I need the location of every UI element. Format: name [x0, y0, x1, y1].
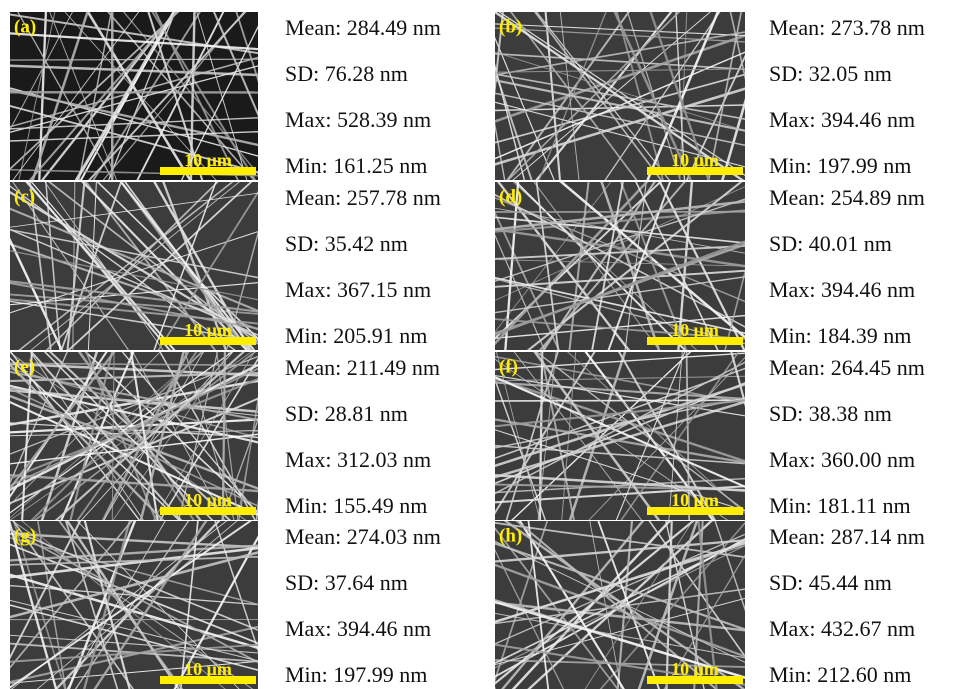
panel-label: (d): [499, 186, 522, 207]
scale-bar-label: 10 μm: [671, 150, 719, 170]
stat-text: Max: 432.67 nm: [769, 616, 915, 641]
panel-label: (e): [14, 356, 35, 377]
scale-bar-label: 10 μm: [184, 659, 232, 679]
stat-text: SD: 37.64 nm: [285, 570, 408, 595]
figure: (a) 10 μm Mean: 284.49 nm SD: 76.28 nm Max: …: [0, 0, 959, 689]
stat-text: SD: 40.01 nm: [769, 231, 892, 256]
stat-text: Max: 528.39 nm: [285, 107, 431, 132]
panel-label: (c): [14, 186, 35, 207]
stat-text: Mean: 287.14 nm: [769, 524, 925, 549]
stat-text: Min: 197.99 nm: [285, 662, 427, 687]
stat-text: SD: 45.44 nm: [769, 570, 892, 595]
page: (a) 10 μm Mean: 284.49 nm SD: 76.28 nm Max: …: [0, 0, 959, 689]
stat-text: Max: 394.46 nm: [285, 616, 431, 641]
panel-label: (g): [14, 525, 36, 546]
panel-label: (b): [499, 16, 522, 37]
stat-text: Mean: 273.78 nm: [769, 15, 925, 40]
stat-text: Max: 394.46 nm: [769, 107, 915, 132]
panel-label: (a): [14, 16, 36, 37]
stat-text: SD: 76.28 nm: [285, 61, 408, 86]
scale-bar-label: 10 μm: [671, 659, 719, 679]
scale-bar-label: 10 μm: [671, 320, 719, 340]
stat-text: Min: 155.49 nm: [285, 493, 427, 518]
stat-text: Min: 205.91 nm: [285, 323, 427, 348]
stat-text: Min: 181.11 nm: [769, 493, 911, 518]
stat-text: Mean: 274.03 nm: [285, 524, 441, 549]
scale-bar-label: 10 μm: [184, 490, 232, 510]
stat-text: Max: 312.03 nm: [285, 447, 431, 472]
stat-text: SD: 38.38 nm: [769, 401, 892, 426]
stat-text: Min: 197.99 nm: [769, 153, 911, 178]
fiber: [747, 501, 749, 689]
scale-bar-label: 10 μm: [184, 320, 232, 340]
fiber: [456, 501, 499, 689]
scale-bar-label: 10 μm: [671, 490, 719, 510]
panel-label: (f): [499, 356, 518, 377]
stat-text: SD: 35.42 nm: [285, 231, 408, 256]
stat-text: Mean: 211.49 nm: [285, 355, 440, 380]
stat-text: Min: 184.39 nm: [769, 323, 911, 348]
stat-text: Min: 161.25 nm: [285, 153, 427, 178]
stat-text: SD: 28.81 nm: [285, 401, 408, 426]
stat-text: Max: 360.00 nm: [769, 447, 915, 472]
stat-text: Min: 212.60 nm: [769, 662, 911, 687]
panel-label: (h): [499, 525, 522, 546]
stat-text: Mean: 257.78 nm: [285, 185, 441, 210]
stat-text: Mean: 254.89 nm: [769, 185, 925, 210]
stat-text: Max: 367.15 nm: [285, 277, 431, 302]
fiber: [485, 400, 755, 401]
scale-bar-label: 10 μm: [184, 150, 232, 170]
stat-text: Max: 394.46 nm: [769, 277, 915, 302]
stat-text: SD: 32.05 nm: [769, 61, 892, 86]
stat-text: Mean: 264.45 nm: [769, 355, 925, 380]
fiber: [4, 501, 10, 689]
fiber: [456, 0, 488, 200]
sem-image: [0, 501, 281, 689]
stat-text: Mean: 284.49 nm: [285, 15, 441, 40]
